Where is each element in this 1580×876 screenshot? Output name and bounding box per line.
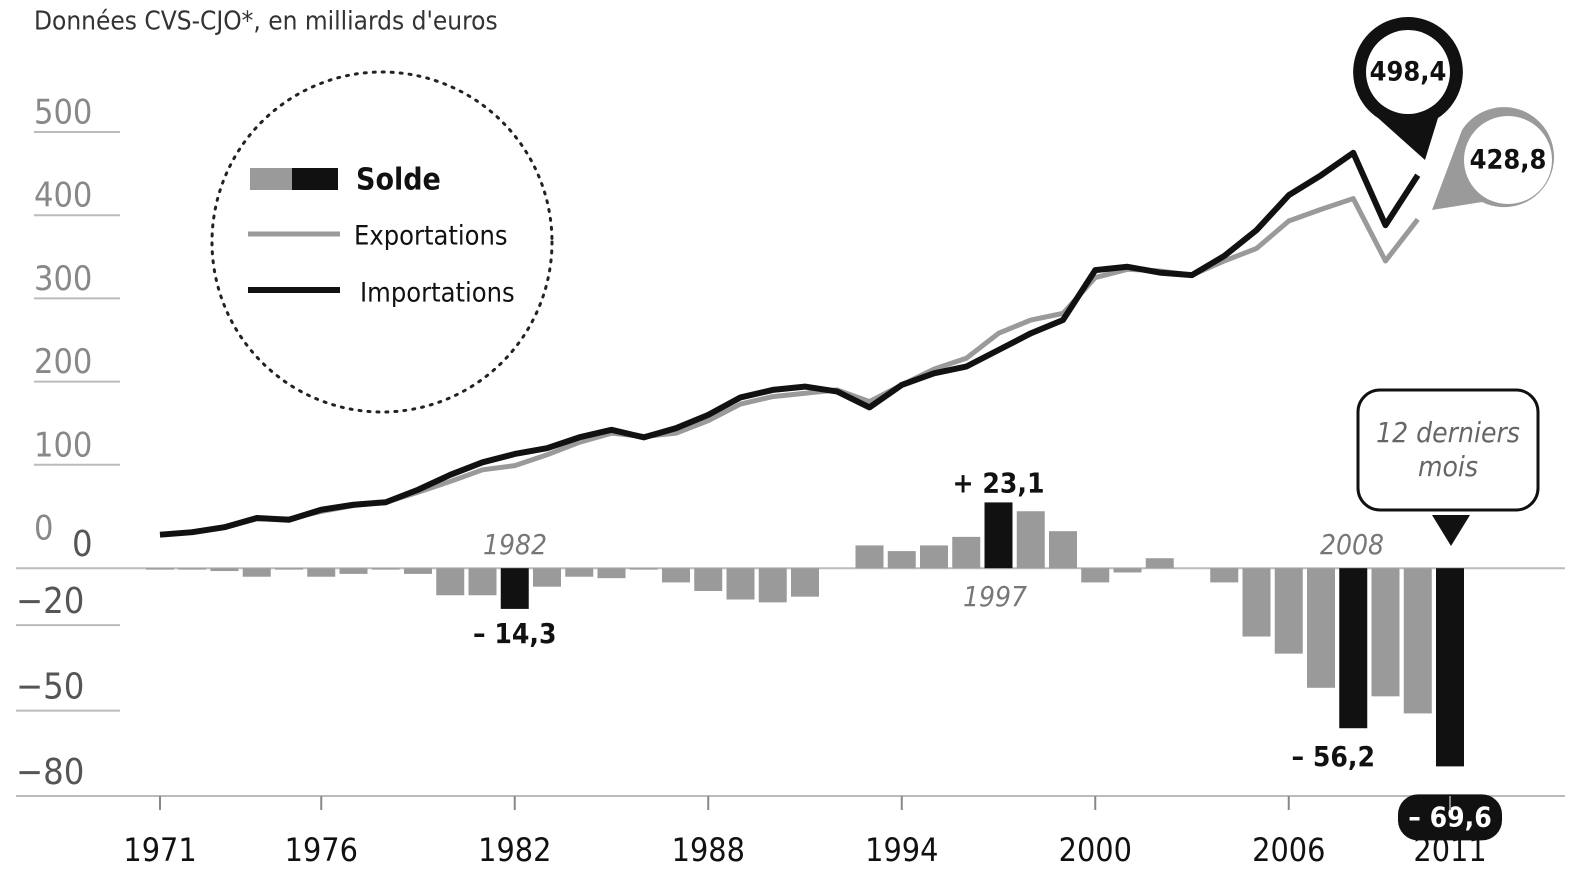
bar — [1307, 568, 1335, 688]
bar — [758, 568, 787, 603]
y-tick-label: −80 — [16, 752, 84, 793]
annotation: 498,4 — [1370, 57, 1447, 88]
bar — [791, 568, 819, 597]
bar — [920, 545, 948, 569]
x-tick-label: 2000 — [1059, 831, 1132, 869]
annotation: 428,8 — [1470, 145, 1547, 176]
legend-label: Importations — [360, 278, 515, 309]
callout-pin — [1366, 30, 1450, 114]
bar — [1371, 568, 1400, 697]
bar — [887, 551, 916, 569]
bar — [242, 568, 271, 577]
y-tick-label: 300 — [34, 259, 92, 299]
bar — [178, 568, 207, 570]
value-label-bg — [1398, 794, 1502, 841]
y-tick-label: 400 — [34, 176, 92, 216]
annotation: 2008 — [1320, 528, 1384, 561]
bar — [533, 568, 561, 587]
bar — [726, 568, 755, 600]
y-tick-label: 0 — [34, 509, 53, 549]
bar — [1436, 568, 1464, 767]
bar — [436, 568, 465, 596]
bar — [1403, 568, 1432, 714]
bar — [500, 568, 529, 609]
bar — [952, 536, 981, 569]
bar — [1339, 568, 1368, 729]
x-tick-label: 2011 — [1413, 831, 1486, 869]
annotation: 1997 — [963, 580, 1027, 613]
legend-swatch — [250, 168, 292, 190]
bar — [275, 568, 303, 570]
y-tick-label: 200 — [34, 342, 92, 382]
subtitle: Données CVS-CJO*, en milliards d'euros — [34, 7, 498, 37]
x-tick-label: 1994 — [865, 831, 938, 869]
legend-label: Solde — [356, 163, 441, 198]
y-tick-label: 100 — [34, 425, 92, 465]
value-label: + 23,1 — [952, 466, 1044, 499]
bar — [371, 568, 400, 570]
value-label: – 14,3 — [473, 617, 557, 650]
bar — [1242, 568, 1271, 637]
bar — [339, 568, 368, 574]
bar — [597, 568, 626, 579]
bar — [1016, 511, 1045, 569]
bar — [1113, 568, 1142, 573]
x-tick-label: 1988 — [672, 831, 745, 869]
bar — [629, 568, 658, 570]
bar — [307, 568, 336, 577]
x-tick-label: 2006 — [1252, 831, 1325, 869]
bar — [1274, 568, 1303, 654]
x-tick-label: 1976 — [285, 831, 358, 869]
callout-box — [1356, 388, 1540, 512]
y-tick-label: −50 — [16, 667, 84, 708]
annotation: 1982 — [483, 528, 547, 561]
bar — [210, 568, 239, 572]
bar — [855, 545, 884, 569]
bar — [468, 568, 497, 596]
legend-frame — [210, 70, 554, 414]
line-series — [159, 149, 1421, 538]
bar — [565, 568, 594, 577]
y-tick-label: 0 — [72, 524, 93, 565]
x-tick-label: 1971 — [123, 831, 196, 869]
legend-swatch — [292, 168, 338, 190]
bar — [662, 568, 690, 583]
bar — [1049, 531, 1077, 569]
callout-arrow — [1432, 515, 1470, 546]
bar — [1145, 558, 1174, 569]
value-label: – 56,2 — [1291, 740, 1375, 773]
bar — [1210, 568, 1239, 583]
bar — [984, 502, 1013, 569]
y-tick-label: 500 — [34, 93, 92, 133]
bar — [694, 568, 723, 591]
callout-pin — [1464, 116, 1552, 204]
annotation: mois — [1418, 450, 1478, 483]
annotation: 12 derniers — [1376, 416, 1520, 449]
bar — [404, 568, 432, 574]
bar — [1081, 568, 1110, 583]
bar — [146, 568, 174, 570]
x-tick-label: 1982 — [478, 831, 551, 869]
legend-label: Exportations — [354, 221, 508, 252]
y-tick-label: −20 — [16, 581, 84, 622]
